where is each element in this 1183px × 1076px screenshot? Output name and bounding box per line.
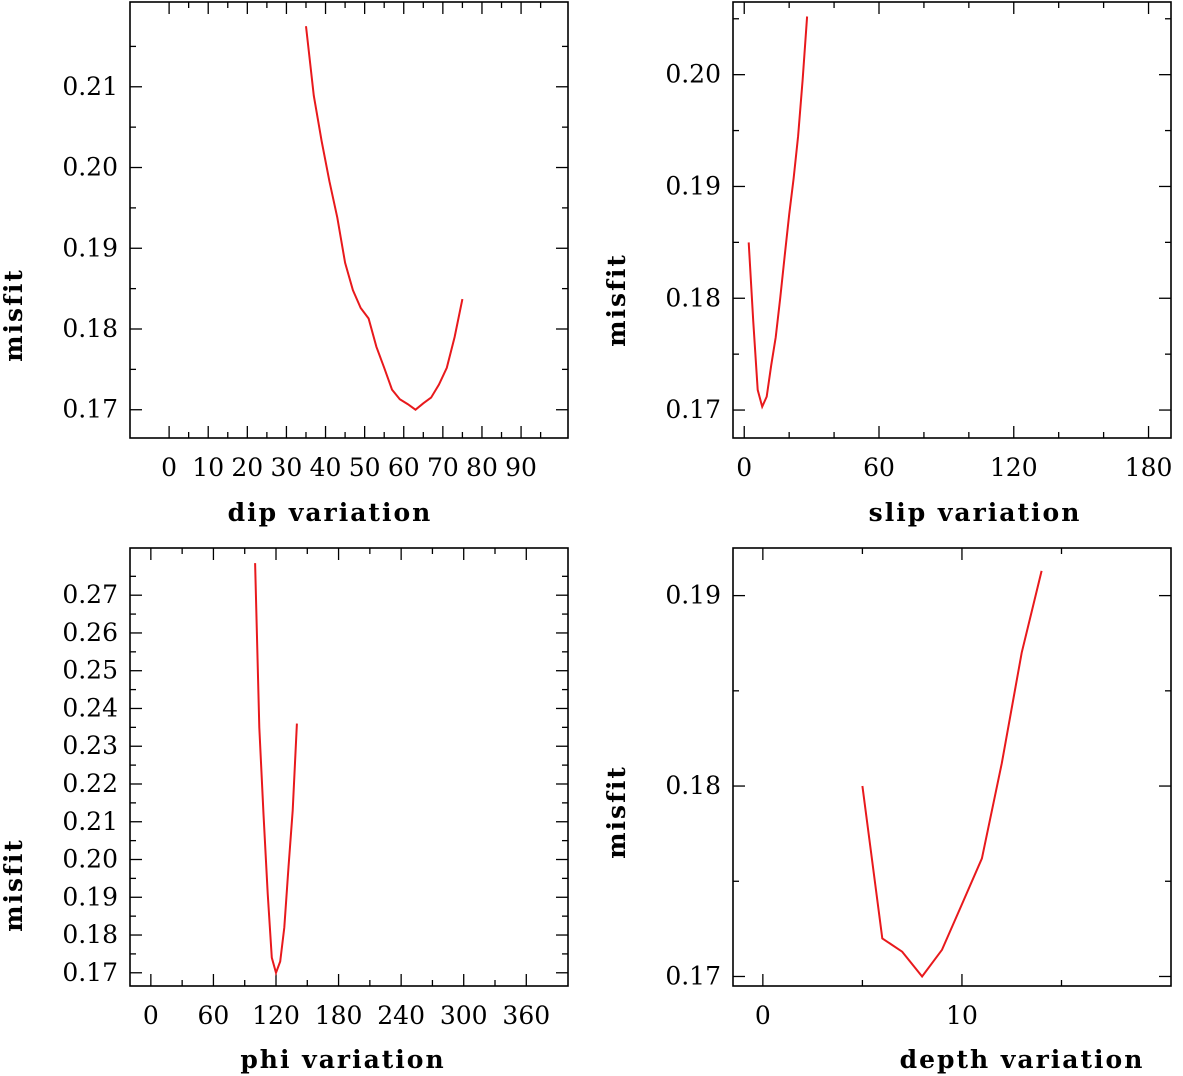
y-tick-label: 0.20 [62, 153, 118, 182]
x-tick-label: 120 [252, 1001, 300, 1030]
y-axis-label: misfit [602, 765, 631, 859]
x-tick-label: 60 [198, 1001, 230, 1030]
panel-dip-variation: 0 10 20 30 40 50 60 70 80 90 0.17 0.18 0.19 0.20 0.21 d… [0, 1, 569, 527]
x-tick-label: 300 [440, 1001, 488, 1030]
plot-frame [732, 547, 1172, 987]
panel-phi-variation: 0 60 120 180 240 300 360 0.17 0.18 0.19 0.20 0.21 0.… [0, 547, 569, 1074]
x-axis-label: dip variation [228, 498, 433, 527]
misfit-curve [254, 563, 298, 977]
y-tick-label: 0.18 [62, 314, 118, 343]
y-tick-label: 0.19 [665, 171, 721, 200]
y-tick-label: 0.22 [62, 769, 118, 798]
x-tick-label: 10 [192, 453, 224, 482]
x-tick-label: 180 [315, 1001, 363, 1030]
y-tick-label: 0.21 [62, 72, 118, 101]
panel-slip-variation: 0 60 120 180 0.17 0.18 0.19 0.20 slip variation m… [602, 1, 1173, 527]
x-axis-label: depth variation [900, 1045, 1145, 1074]
x-tick-label: 0 [161, 453, 177, 482]
plot-frame [129, 547, 569, 987]
x-tick-label: 40 [310, 453, 342, 482]
y-tick-label: 0.19 [62, 882, 118, 911]
y-tick-label: 0.19 [665, 581, 721, 610]
x-tick-label: 90 [505, 453, 537, 482]
y-tick-label: 0.17 [665, 395, 721, 424]
y-tick-label: 0.18 [665, 771, 721, 800]
x-tick-label: 120 [990, 453, 1038, 482]
y-axis-label: misfit [602, 253, 631, 347]
x-tick-label: 360 [502, 1001, 550, 1030]
y-tick-label: 0.18 [62, 920, 118, 949]
y-tick-label: 0.20 [62, 845, 118, 874]
x-tick-label: 0 [736, 453, 752, 482]
y-tick-label: 0.20 [665, 60, 721, 89]
y-tick-label: 0.24 [62, 693, 118, 722]
x-axis-label: slip variation [869, 498, 1082, 527]
x-tick-label: 20 [231, 453, 263, 482]
y-tick-label: 0.27 [62, 580, 118, 609]
y-tick-label: 0.26 [62, 618, 118, 647]
x-tick-label: 240 [377, 1001, 425, 1030]
x-tick-label: 30 [271, 453, 303, 482]
y-axis-label: misfit [0, 838, 28, 932]
x-tick-label: 60 [388, 453, 420, 482]
misfit-curve [747, 16, 809, 410]
x-tick-label: 0 [755, 1001, 771, 1030]
x-tick-label: 180 [1125, 453, 1173, 482]
x-tick-label: 80 [466, 453, 498, 482]
y-tick-label: 0.23 [62, 731, 118, 760]
y-tick-label: 0.17 [62, 958, 118, 987]
y-tick-label: 0.17 [665, 961, 721, 990]
y-axis-label: misfit [0, 268, 28, 362]
panel-depth-variation: 0 10 0.17 0.18 0.19 depth variation misfit [602, 547, 1172, 1074]
y-tick-label: 0.21 [62, 807, 118, 836]
x-tick-label: 10 [946, 1001, 978, 1030]
y-tick-label: 0.17 [62, 395, 118, 424]
y-tick-label: 0.18 [665, 283, 721, 312]
x-tick-label: 50 [349, 453, 381, 482]
x-axis-label: phi variation [240, 1045, 445, 1074]
y-tick-label: 0.25 [62, 656, 118, 685]
plot-frame [732, 1, 1172, 439]
misfit-curve [305, 26, 464, 411]
plot-frame [129, 1, 569, 439]
y-tick-label: 0.19 [62, 233, 118, 262]
x-tick-label: 0 [143, 1001, 159, 1030]
x-tick-label: 70 [427, 453, 459, 482]
x-tick-label: 60 [863, 453, 895, 482]
misfit-curve [861, 570, 1043, 979]
